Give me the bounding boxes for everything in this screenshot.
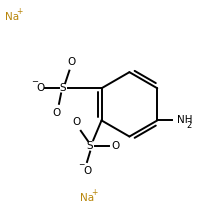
Text: O: O bbox=[111, 141, 119, 151]
Text: S: S bbox=[60, 83, 66, 93]
Text: S: S bbox=[87, 141, 93, 151]
Text: −: − bbox=[32, 77, 39, 87]
Text: O: O bbox=[53, 108, 61, 118]
Text: Na: Na bbox=[80, 193, 94, 203]
Text: NH: NH bbox=[177, 115, 192, 125]
Text: O: O bbox=[36, 83, 45, 93]
Text: O: O bbox=[73, 117, 81, 127]
Text: 2: 2 bbox=[186, 121, 192, 130]
Text: −: − bbox=[78, 161, 84, 169]
Text: +: + bbox=[91, 188, 97, 197]
Text: Na: Na bbox=[5, 12, 19, 22]
Text: O: O bbox=[67, 57, 76, 67]
Text: +: + bbox=[16, 7, 23, 16]
Text: O: O bbox=[83, 166, 91, 176]
